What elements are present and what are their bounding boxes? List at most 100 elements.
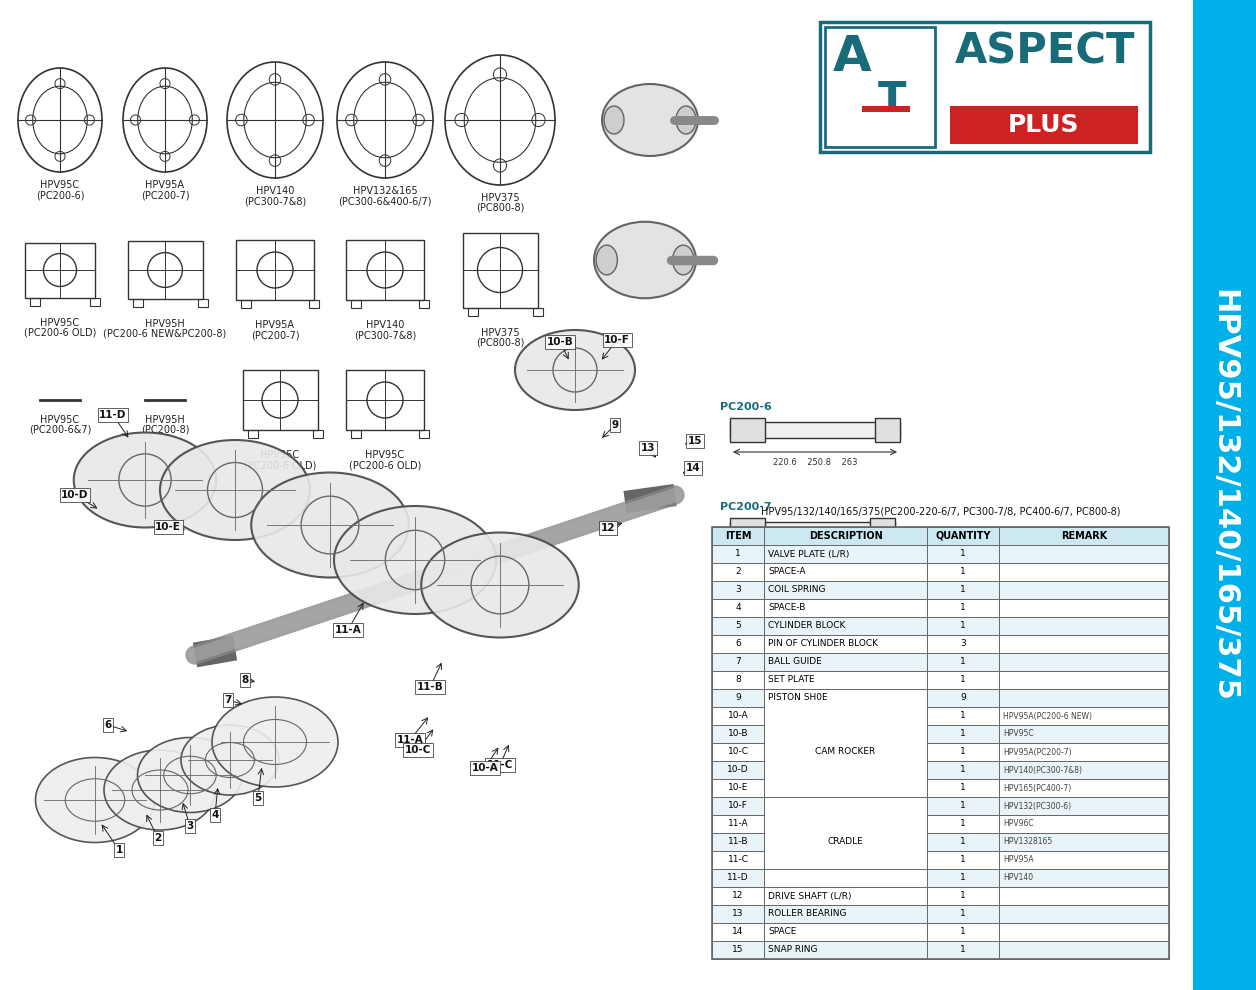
- Bar: [712, 905, 764, 923]
- Bar: [999, 761, 1169, 779]
- Bar: [999, 887, 1169, 905]
- Bar: [345, 240, 425, 300]
- Text: SPACE-A: SPACE-A: [767, 567, 805, 576]
- Text: (PC200-8): (PC200-8): [141, 425, 190, 435]
- Text: 12: 12: [600, 523, 615, 533]
- Text: (PC200-6): (PC200-6): [35, 190, 84, 200]
- Text: HPV95H: HPV95H: [146, 415, 185, 425]
- Bar: [927, 689, 999, 707]
- Text: 11-B: 11-B: [417, 682, 443, 692]
- Text: 11-D: 11-D: [727, 873, 749, 882]
- Text: 10-A: 10-A: [471, 763, 499, 773]
- Bar: [999, 851, 1169, 869]
- Text: 10-D: 10-D: [62, 490, 89, 500]
- Text: 10-E: 10-E: [154, 522, 181, 532]
- Bar: [30, 298, 40, 306]
- Text: 1: 1: [960, 765, 966, 774]
- Text: 13: 13: [641, 443, 656, 453]
- Text: 1: 1: [960, 604, 966, 613]
- Text: 11-A: 11-A: [397, 735, 423, 745]
- Text: (PC200-7): (PC200-7): [141, 190, 190, 200]
- Bar: [350, 430, 360, 438]
- Text: SPACE-B: SPACE-B: [767, 604, 805, 613]
- Bar: [927, 599, 999, 617]
- Ellipse shape: [181, 725, 279, 795]
- Ellipse shape: [104, 750, 216, 830]
- Bar: [764, 599, 927, 617]
- Text: 3: 3: [960, 640, 966, 648]
- Text: 12: 12: [732, 892, 744, 901]
- Bar: [712, 923, 764, 941]
- Text: 216.6    247: 216.6 247: [785, 653, 835, 662]
- Text: 1: 1: [116, 845, 123, 855]
- Bar: [999, 635, 1169, 653]
- Text: HPV95C: HPV95C: [365, 450, 404, 460]
- Text: T: T: [878, 79, 907, 121]
- Bar: [999, 869, 1169, 887]
- Bar: [712, 617, 764, 635]
- Text: 1: 1: [960, 783, 966, 793]
- Text: PLUS: PLUS: [1009, 113, 1080, 137]
- Bar: [712, 833, 764, 851]
- Text: HPV375: HPV375: [481, 328, 519, 338]
- Text: CAM ROCKER: CAM ROCKER: [815, 747, 875, 756]
- Text: (PC300-7&8): (PC300-7&8): [244, 196, 306, 206]
- Text: (PC200-6 OLD): (PC200-6 OLD): [244, 460, 317, 470]
- Text: CRADLE: CRADLE: [828, 838, 863, 846]
- Text: 1: 1: [960, 820, 966, 829]
- Text: (PC200-6 NEW&PC200-8): (PC200-6 NEW&PC200-8): [103, 329, 226, 339]
- Text: 1: 1: [960, 928, 966, 937]
- Text: 1: 1: [960, 945, 966, 954]
- Text: 10-C: 10-C: [727, 747, 749, 756]
- Bar: [247, 430, 257, 438]
- Text: 1: 1: [960, 712, 966, 721]
- Text: ROLLER BEARING: ROLLER BEARING: [767, 910, 847, 919]
- Bar: [999, 527, 1169, 545]
- Text: 4: 4: [211, 810, 219, 820]
- Bar: [712, 689, 764, 707]
- Text: 3: 3: [735, 585, 741, 595]
- Text: 9: 9: [735, 694, 741, 703]
- Text: HPV95/132/140/165/375(PC200-220-6/7, PC300-7/8, PC400-6/7, PC800-8): HPV95/132/140/165/375(PC200-220-6/7, PC3…: [761, 506, 1120, 516]
- Ellipse shape: [35, 757, 154, 842]
- Bar: [25, 243, 95, 298]
- Bar: [712, 815, 764, 833]
- Bar: [764, 581, 927, 599]
- Bar: [927, 563, 999, 581]
- Bar: [764, 617, 927, 635]
- Text: HPV95A: HPV95A: [1004, 855, 1034, 864]
- Text: ASPECT: ASPECT: [955, 31, 1135, 73]
- Bar: [764, 905, 927, 923]
- Bar: [712, 707, 764, 725]
- Bar: [730, 418, 765, 442]
- Bar: [927, 869, 999, 887]
- Bar: [197, 299, 207, 307]
- Bar: [313, 430, 323, 438]
- Text: PC200-6: PC200-6: [720, 402, 771, 412]
- Bar: [999, 797, 1169, 815]
- Bar: [764, 563, 927, 581]
- Text: HPV95C: HPV95C: [1004, 730, 1034, 739]
- Text: 10-B: 10-B: [546, 337, 574, 347]
- Text: HPV140: HPV140: [365, 320, 404, 330]
- Text: 11-C: 11-C: [727, 855, 749, 864]
- Text: 11-B: 11-B: [727, 838, 749, 846]
- Text: HPV95A(PC200-7): HPV95A(PC200-7): [1004, 747, 1071, 756]
- Bar: [999, 833, 1169, 851]
- Text: 14: 14: [686, 463, 701, 473]
- Text: REMARK: REMARK: [1061, 531, 1107, 541]
- Text: 9: 9: [612, 420, 618, 430]
- Text: DESCRIPTION: DESCRIPTION: [809, 531, 883, 541]
- Bar: [712, 527, 1169, 959]
- Text: PC200-8: PC200-8: [720, 597, 771, 607]
- Text: (PC200-7): (PC200-7): [251, 330, 299, 340]
- Text: 3: 3: [186, 821, 193, 831]
- Text: PIN OF CYLINDER BLOCK: PIN OF CYLINDER BLOCK: [767, 640, 878, 648]
- Bar: [927, 923, 999, 941]
- Text: PISTON SH0E: PISTON SH0E: [767, 694, 828, 703]
- Text: (PC200-6 OLD): (PC200-6 OLD): [349, 460, 421, 470]
- Bar: [927, 527, 999, 545]
- Bar: [764, 545, 927, 563]
- Text: 11-A: 11-A: [334, 625, 362, 635]
- Bar: [712, 887, 764, 905]
